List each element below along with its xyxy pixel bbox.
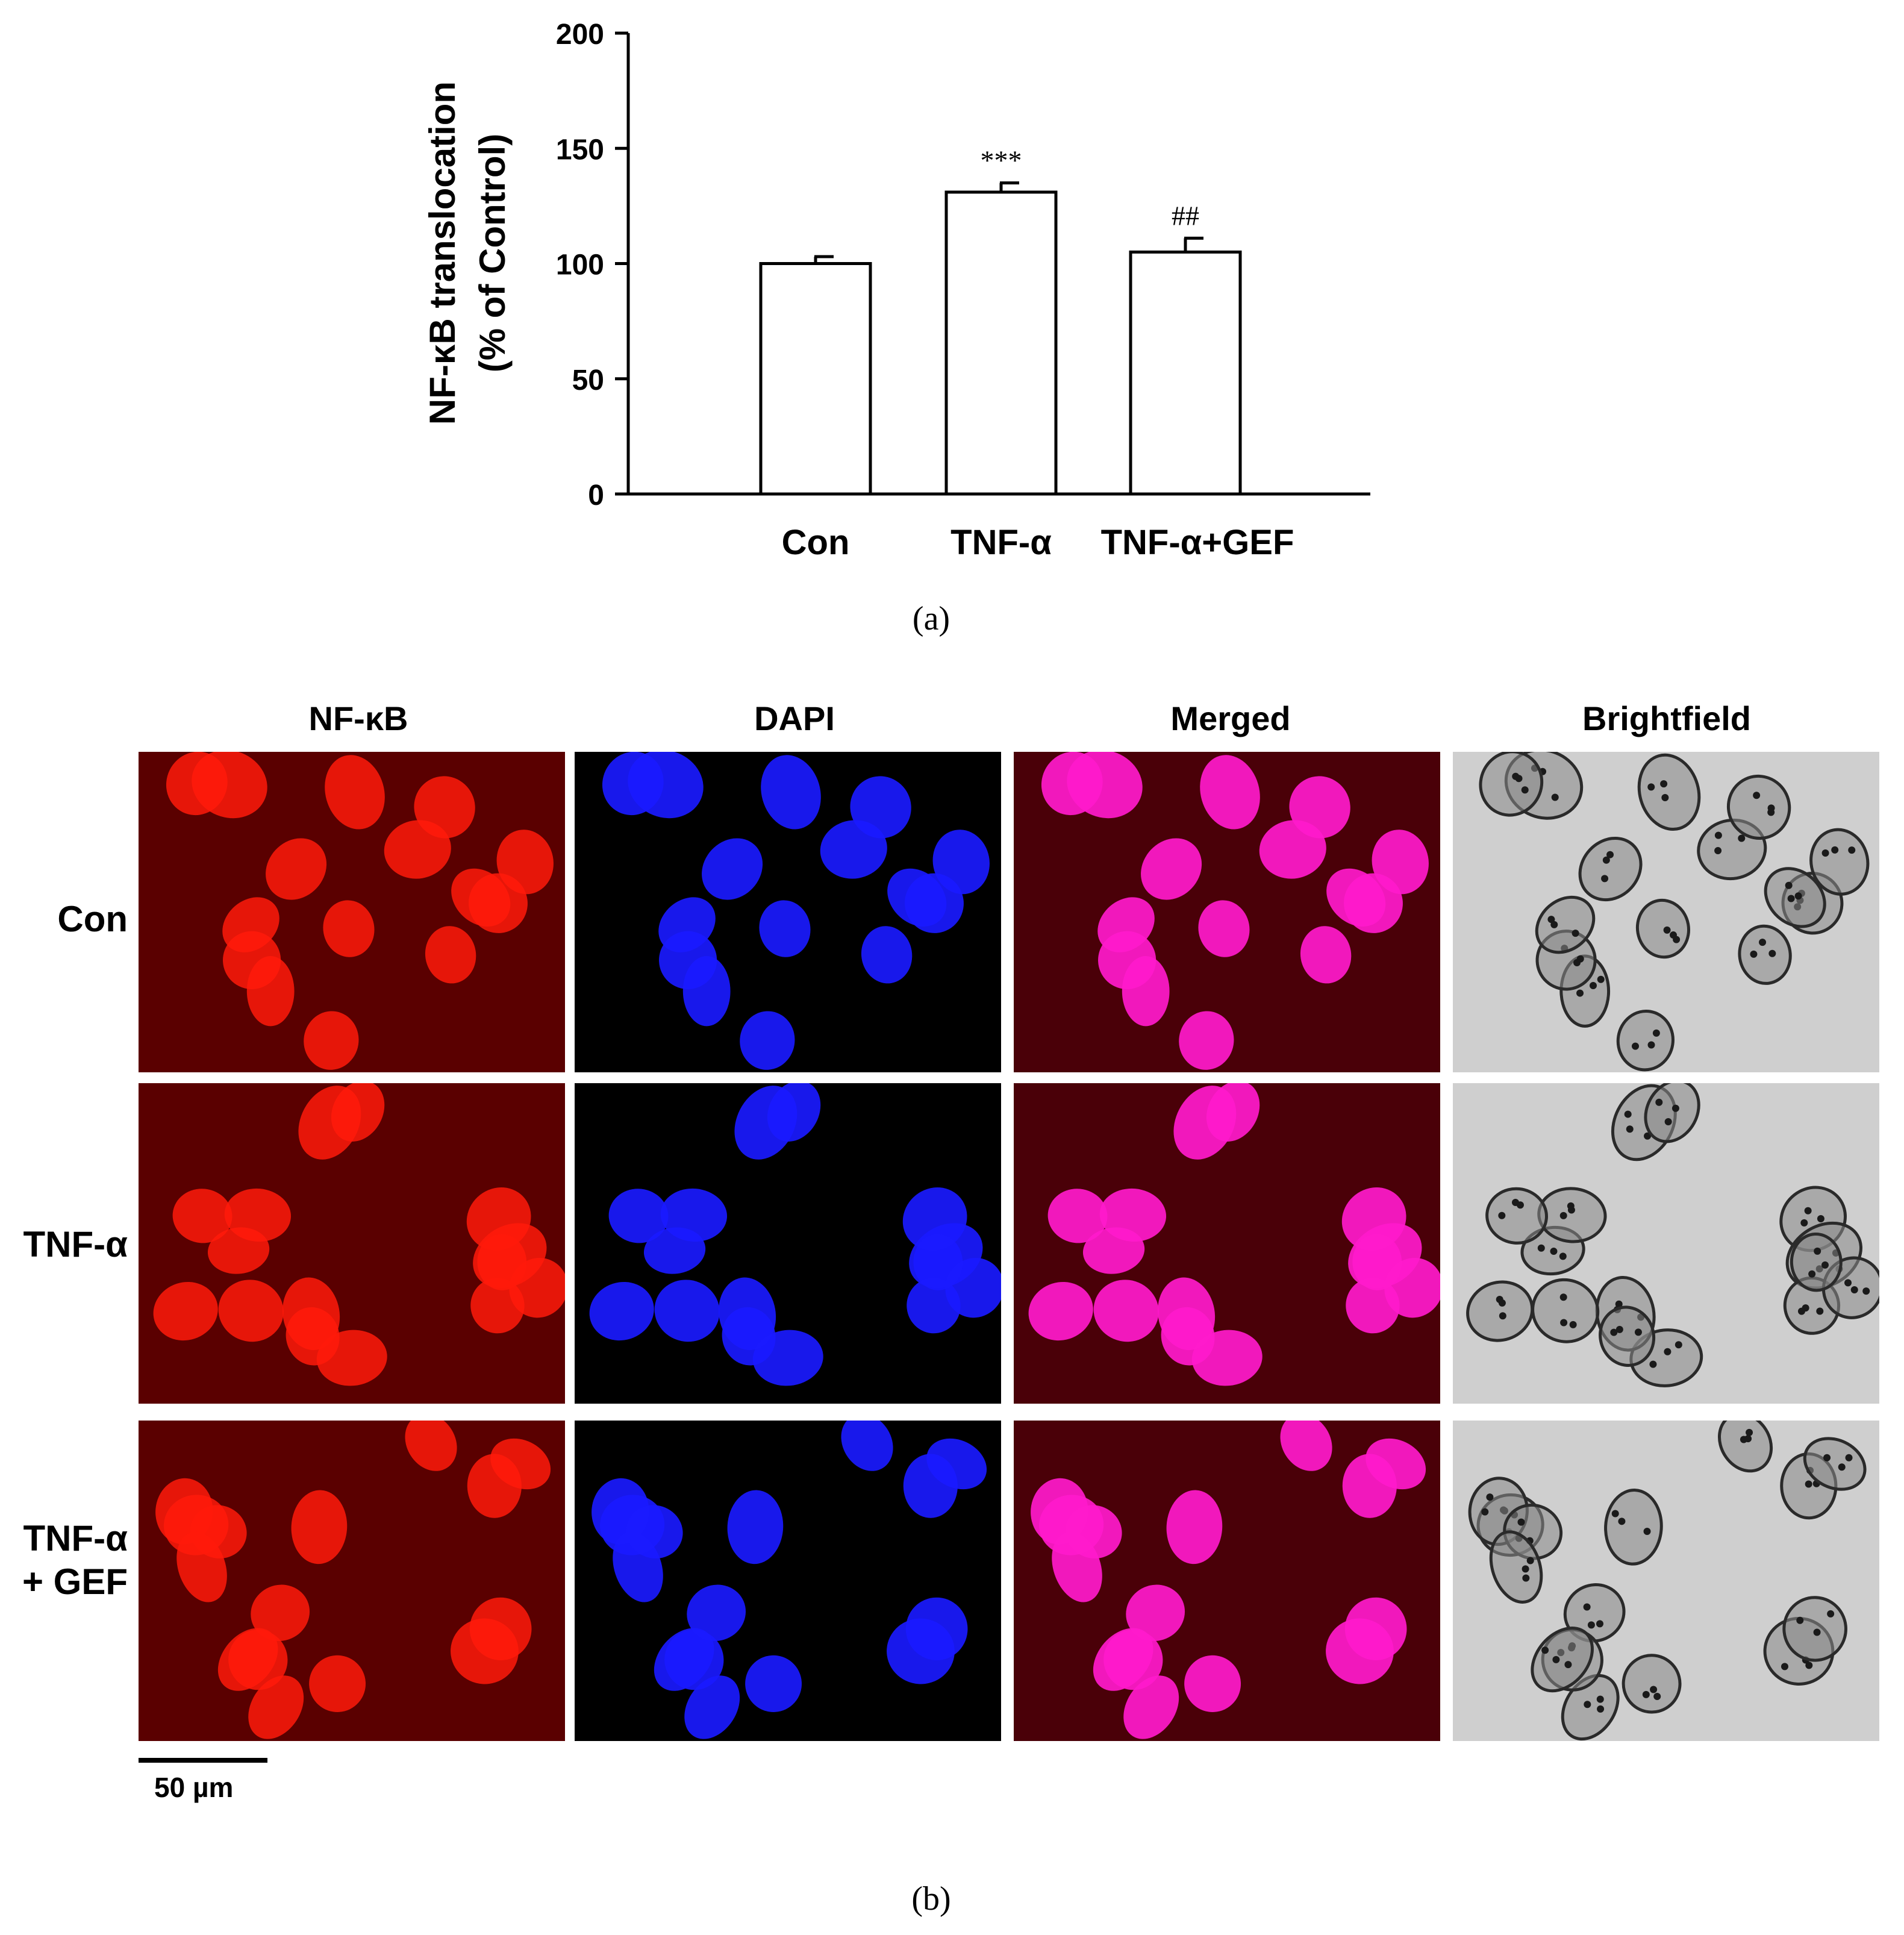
y-axis-title: NF-κB translocation — [422, 81, 463, 425]
y-tick-label: 200 — [556, 19, 604, 51]
panel-label-a: (a) — [912, 600, 950, 637]
scale-bar-label: 50 µm — [154, 1772, 234, 1803]
micrograph-brightfield-row-3 — [1453, 1421, 1879, 1741]
row-label-tnf: TNF-α — [23, 1224, 128, 1264]
column-header-brightfield: Brightfield — [1582, 699, 1751, 737]
chart-bars — [759, 181, 1242, 496]
micrograph-brightfield-row-2 — [1453, 1083, 1879, 1404]
x-tick-label: TNF-α — [950, 523, 1052, 562]
x-tick-label: TNF-α+GEF — [1101, 523, 1294, 562]
micrograph-dapi-row-2 — [575, 1083, 1001, 1404]
y-tick-label: 150 — [556, 134, 604, 166]
micrograph-merged-row-2 — [1014, 1083, 1440, 1404]
micrograph-dapi-row-3 — [575, 1421, 1001, 1741]
micrograph-dapi-row-1 — [575, 752, 1001, 1072]
bar-chart: 0 50 100 150 200 NF-κB translocation (% of Con… — [422, 19, 1370, 562]
y-tick-label: 100 — [556, 249, 604, 281]
significance-marker: ## — [1172, 200, 1199, 231]
y-tick-label: 50 — [572, 364, 604, 396]
significance-marker: *** — [981, 145, 1022, 176]
bar — [1129, 250, 1242, 496]
y-axis-title-line2: (% of Control) — [472, 134, 513, 373]
micrograph-brightfield-row-1 — [1453, 752, 1879, 1072]
chart-labels: 0 50 100 150 200 NF-κB translocation (% of Con… — [422, 19, 1294, 562]
column-header-merged: Merged — [1170, 699, 1291, 737]
micrograph-merged-row-1 — [1014, 752, 1440, 1072]
bar — [944, 190, 1058, 496]
row-label-con: Con — [57, 899, 128, 939]
column-header-dapi: DAPI — [754, 699, 835, 737]
scale-bar — [139, 1758, 267, 1763]
x-tick-label: Con — [782, 523, 850, 562]
micrograph-nfkb-row-2 — [139, 1083, 565, 1404]
column-header-nfkb: NF-κB — [308, 699, 408, 737]
micrograph-merged-row-3 — [1014, 1421, 1440, 1741]
panel-label-b: (b) — [911, 1880, 951, 1918]
micrograph-nfkb-row-1 — [139, 752, 565, 1072]
row-label-tnf-gef: TNF-α + GEF — [22, 1518, 128, 1602]
micrograph-nfkb-row-3 — [139, 1421, 565, 1741]
y-tick-label: 0 — [588, 480, 604, 511]
bar — [759, 262, 872, 496]
